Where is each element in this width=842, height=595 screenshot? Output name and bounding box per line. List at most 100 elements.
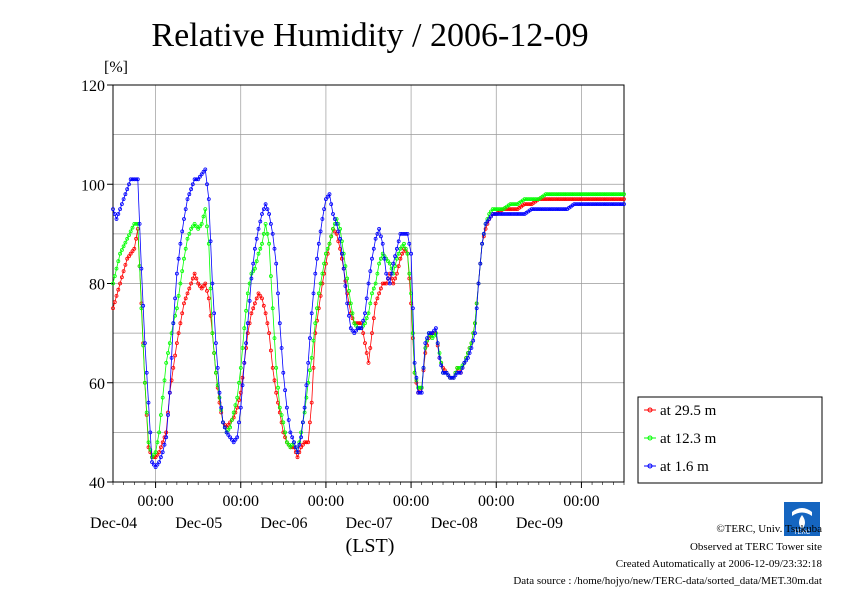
data-point xyxy=(128,177,133,182)
data-point xyxy=(403,246,408,251)
data-point xyxy=(276,385,280,390)
data-point xyxy=(522,197,527,202)
data-point xyxy=(132,246,137,251)
data-point xyxy=(497,212,502,216)
data-point xyxy=(512,207,516,212)
data-point xyxy=(552,192,557,197)
data-point xyxy=(570,192,575,197)
data-point xyxy=(473,331,477,336)
data-point xyxy=(205,288,209,293)
data-point xyxy=(203,207,208,212)
data-point xyxy=(602,197,607,202)
data-point xyxy=(418,385,422,390)
data-point xyxy=(599,197,603,202)
data-point xyxy=(205,224,209,229)
data-point xyxy=(423,341,428,346)
data-point xyxy=(396,239,401,244)
data-point xyxy=(382,256,387,261)
data-point xyxy=(327,192,332,197)
data-point xyxy=(449,375,454,380)
data-point xyxy=(377,226,382,231)
data-point xyxy=(568,197,573,202)
data-point xyxy=(196,177,201,182)
data-point xyxy=(380,281,385,286)
data-point xyxy=(146,400,151,405)
data-point xyxy=(206,197,211,202)
data-point xyxy=(568,192,573,197)
data-point xyxy=(416,385,421,390)
data-point xyxy=(595,202,600,207)
data-point xyxy=(579,202,584,207)
data-point xyxy=(615,202,619,207)
data-point xyxy=(162,378,167,383)
data-point xyxy=(240,375,245,380)
legend-label: at 12.3 m xyxy=(660,431,717,447)
data-point xyxy=(174,341,179,346)
data-point xyxy=(595,192,600,197)
data-point xyxy=(613,192,617,197)
data-point xyxy=(393,254,398,259)
data-point xyxy=(355,326,360,331)
data-point xyxy=(551,207,555,212)
data-point xyxy=(279,413,284,417)
data-point xyxy=(274,365,279,370)
data-point xyxy=(499,212,504,216)
data-point xyxy=(609,202,614,207)
data-point xyxy=(593,197,598,202)
data-point xyxy=(203,281,208,286)
data-point xyxy=(355,321,360,326)
data-point xyxy=(572,202,577,207)
x-tick-date: Dec-09 xyxy=(516,515,563,532)
data-point xyxy=(560,207,564,212)
data-point xyxy=(116,259,121,264)
data-point xyxy=(292,440,296,445)
data-point xyxy=(268,274,273,279)
data-point xyxy=(128,251,133,256)
data-point xyxy=(363,321,367,326)
data-point xyxy=(130,249,135,254)
data-point xyxy=(615,192,619,197)
data-point xyxy=(284,440,289,445)
data-point xyxy=(426,331,431,336)
data-point xyxy=(457,370,461,375)
data-point xyxy=(357,326,362,331)
data-point xyxy=(402,241,406,246)
data-point xyxy=(128,229,133,234)
data-point xyxy=(306,440,311,445)
data-point xyxy=(286,442,291,447)
data-point xyxy=(398,246,403,251)
data-point xyxy=(137,221,142,226)
data-point xyxy=(586,197,591,202)
data-point xyxy=(118,207,122,212)
data-point xyxy=(132,177,137,182)
data-point xyxy=(460,365,465,370)
data-point xyxy=(572,197,577,202)
x-tick-date: Dec-08 xyxy=(431,515,478,532)
data-point xyxy=(611,197,616,202)
data-point xyxy=(164,435,169,440)
data-point xyxy=(316,291,321,296)
data-point xyxy=(272,378,277,383)
data-point xyxy=(224,430,229,435)
data-point xyxy=(226,432,231,437)
data-point xyxy=(263,221,268,226)
data-point xyxy=(442,368,447,373)
data-point xyxy=(277,405,282,410)
data-point xyxy=(471,338,476,343)
data-point xyxy=(600,192,605,197)
data-point xyxy=(510,202,515,207)
data-point xyxy=(581,197,586,202)
data-point xyxy=(368,301,373,306)
x-tick-time: 00:00 xyxy=(223,493,259,510)
data-point xyxy=(364,316,369,321)
data-point xyxy=(618,197,623,202)
data-point xyxy=(268,221,273,226)
data-point xyxy=(370,291,374,296)
data-point xyxy=(515,212,520,216)
data-point xyxy=(357,321,362,326)
data-point xyxy=(366,281,371,286)
data-point xyxy=(607,202,612,207)
data-point xyxy=(552,207,557,212)
data-point xyxy=(508,202,513,207)
data-point xyxy=(284,405,289,410)
